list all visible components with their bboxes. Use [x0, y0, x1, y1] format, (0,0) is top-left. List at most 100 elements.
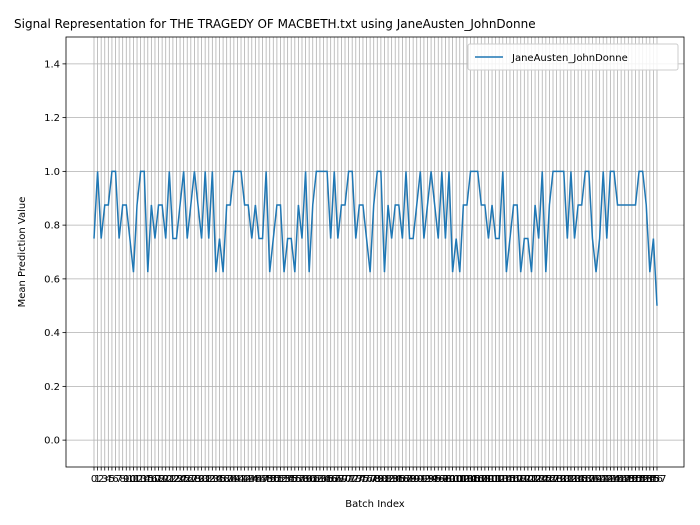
x-tick-label: 29: [192, 474, 205, 485]
x-tick-label: 53: [278, 474, 291, 485]
legend-label: JaneAusten_JohnDonne: [511, 53, 628, 64]
y-tick-label: 0.6: [44, 274, 60, 285]
x-tick-label: 44: [245, 474, 258, 485]
x-tick-label: 138: [579, 474, 598, 485]
x-tick-label: 135: [569, 474, 588, 485]
x-tick-label: 134: [565, 474, 584, 485]
y-tick-label: 0.8: [44, 221, 60, 232]
x-tick-label: 55: [285, 474, 298, 485]
x-tick-label: 131: [554, 474, 573, 485]
x-tick-label: 66: [324, 474, 337, 485]
x-tick-label: 40: [231, 474, 244, 485]
x-tick-label: 12: [131, 474, 144, 485]
x-tick-label: 6: [112, 474, 118, 485]
x-tick-label: 128: [543, 474, 562, 485]
x-tick-label: 119: [511, 474, 530, 485]
y-tick-label: 0.4: [44, 328, 60, 339]
x-tick-label: 11: [127, 474, 140, 485]
x-tick-label: 99: [443, 474, 456, 485]
x-tick-label: 2: [98, 474, 104, 485]
x-tick-label: 41: [235, 474, 248, 485]
x-tick-label: 47: [256, 474, 269, 485]
x-tick-label: 136: [572, 474, 591, 485]
plot-area-frame: [65, 36, 685, 468]
x-tick-label: 97: [435, 474, 448, 485]
chart-title: Signal Representation for THE TRAGEDY OF…: [14, 17, 536, 31]
x-tick-label: 0: [91, 474, 97, 485]
x-tick-label: 51: [271, 474, 284, 485]
x-tick-label: 37: [220, 474, 233, 485]
x-tick-label: 87: [400, 474, 413, 485]
x-tick-label: 19: [156, 474, 169, 485]
x-tick-label: 102: [450, 474, 469, 485]
x-tick-label: 126: [536, 474, 555, 485]
x-tick-label: 108: [472, 474, 491, 485]
x-tick-label: 9: [123, 474, 129, 485]
x-tick-label: 132: [558, 474, 577, 485]
x-tick-label: 48: [260, 474, 273, 485]
x-tick-label: 149: [619, 474, 638, 485]
x-tick-label: 98: [439, 474, 452, 485]
x-tick-label: 145: [604, 474, 623, 485]
x-tick-label: 71: [342, 474, 355, 485]
x-tick-label: 65: [321, 474, 334, 485]
x-tick-label: 107: [468, 474, 487, 485]
x-tick-label: 125: [533, 474, 552, 485]
x-tick-label: 45: [249, 474, 262, 485]
x-tick-label: 120: [515, 474, 534, 485]
x-tick-label: 74: [353, 474, 366, 485]
x-tick-label: 49: [263, 474, 276, 485]
x-axis-label: Batch Index: [345, 499, 405, 510]
x-tick-label: 150: [622, 474, 641, 485]
x-tick-label: 67: [328, 474, 341, 485]
x-tick-label: 70: [339, 474, 352, 485]
x-tick-label: 14: [138, 474, 151, 485]
x-tick-label: 104: [457, 474, 476, 485]
x-tick-label: 139: [583, 474, 602, 485]
x-tick-label: 142: [594, 474, 613, 485]
x-tick-label: 52: [274, 474, 287, 485]
x-tick-label: 90: [410, 474, 423, 485]
x-tick-label: 153: [633, 474, 652, 485]
x-tick-label: 133: [561, 474, 580, 485]
x-tick-label: 127: [540, 474, 559, 485]
x-tick-label: 58: [296, 474, 309, 485]
x-tick-label: 146: [608, 474, 627, 485]
x-tick-label: 15: [141, 474, 154, 485]
x-tick-label: 50: [267, 474, 280, 485]
x-tick-label: 77: [364, 474, 377, 485]
x-tick-label: 33: [206, 474, 219, 485]
x-tick-label: 36: [217, 474, 230, 485]
x-tick-label: 27: [184, 474, 197, 485]
x-tick-label: 63: [314, 474, 327, 485]
x-tick-label: 1: [94, 474, 100, 485]
x-tick-label: 4: [105, 474, 111, 485]
x-tick-label: 116: [500, 474, 519, 485]
x-tick-label: 73: [349, 474, 362, 485]
x-tick-label: 80: [375, 474, 388, 485]
y-axis-label: Mean Prediction Value: [17, 197, 28, 308]
x-tick-label: 130: [551, 474, 570, 485]
x-tick-label: 25: [177, 474, 190, 485]
x-tick-label: 32: [202, 474, 215, 485]
x-tick-label: 30: [195, 474, 208, 485]
x-tick-label: 93: [421, 474, 434, 485]
x-tick-label: 76: [360, 474, 373, 485]
series-layer: [93, 170, 658, 306]
x-tick-label: 109: [475, 474, 494, 485]
x-tick-label: 89: [407, 474, 420, 485]
x-tick-label: 122: [522, 474, 541, 485]
x-tick-label: 101: [447, 474, 466, 485]
x-tick-label: 115: [497, 474, 516, 485]
x-tick-label: 83: [385, 474, 398, 485]
grid-lines: [66, 37, 684, 467]
x-tick-label: 117: [504, 474, 523, 485]
x-tick-label: 17: [149, 474, 162, 485]
x-tick-label: 38: [224, 474, 237, 485]
x-tick-label: 88: [403, 474, 416, 485]
x-tick-label: 124: [529, 474, 548, 485]
x-tick-label: 39: [227, 474, 240, 485]
x-tick-label: 56: [288, 474, 301, 485]
x-tick-label: 141: [590, 474, 609, 485]
x-tick-label: 137: [576, 474, 595, 485]
